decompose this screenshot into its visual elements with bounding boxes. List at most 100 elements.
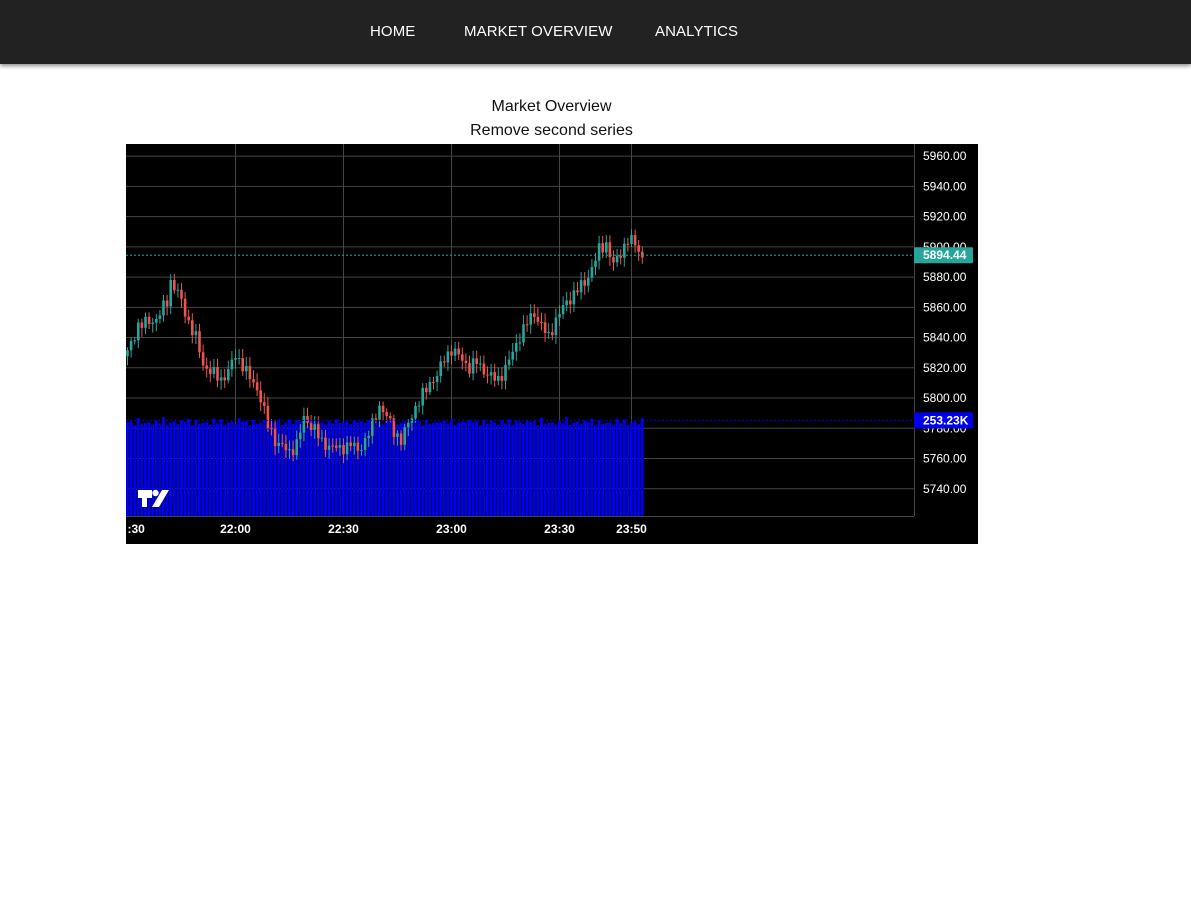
volume-bar (241, 421, 245, 516)
candle-body (579, 280, 583, 293)
volume-bar (180, 420, 183, 516)
volume-bar (136, 417, 140, 516)
volume-bar (320, 422, 324, 516)
last-price-label: 5894.44 (923, 248, 967, 262)
volume-bar (342, 422, 345, 516)
candle-body (536, 316, 540, 322)
candle-body (392, 418, 396, 437)
volume-bar (338, 422, 342, 516)
volume-bar (475, 421, 479, 516)
volume-bar (576, 421, 579, 516)
volume-bar (284, 422, 288, 516)
candle-body (281, 442, 284, 444)
tradingview-logo-dot (152, 489, 159, 497)
candle-body (435, 376, 439, 383)
volume-bar (622, 419, 626, 516)
candle-body (479, 363, 482, 365)
volume-bar (158, 423, 162, 516)
candle-body (155, 318, 158, 323)
candle-body (471, 358, 475, 374)
volume-bar (183, 421, 187, 516)
candle-body (176, 289, 180, 291)
candle-body (317, 424, 320, 439)
candle-body (529, 313, 532, 325)
volume-bar (633, 421, 637, 516)
volume-bar (316, 423, 320, 516)
volume-bar (464, 421, 468, 516)
volume-bar (482, 420, 486, 516)
volume-bar (392, 419, 396, 516)
tradingview-logo-bar (138, 490, 152, 507)
candle-body (446, 351, 450, 363)
volume-bar (252, 420, 255, 516)
candle-body (583, 280, 586, 286)
candle-body (612, 257, 615, 263)
price-tick-label: 5820.00 (923, 361, 967, 375)
page-subtitle[interactable]: Remove second series (470, 122, 633, 139)
candle-body (327, 445, 331, 450)
volume-bar (554, 424, 558, 516)
candle-body (597, 243, 601, 261)
volume-bar (356, 421, 360, 516)
volume-bar (514, 420, 518, 516)
volume-bar (133, 425, 137, 516)
nav-home-link[interactable]: HOME (370, 23, 416, 40)
volume-bar (208, 424, 212, 516)
volume-histogram (126, 417, 644, 516)
volume-bar (237, 418, 241, 516)
tradingview-logo[interactable] (138, 489, 169, 507)
candle-body (587, 277, 590, 286)
candle-body (504, 364, 507, 381)
candle-body (223, 377, 226, 381)
volume-bar (442, 420, 446, 516)
volume-bar (615, 418, 619, 516)
time-tick-label: 22:00 (220, 522, 251, 536)
chart-overlay: 5960.005940.005920.005900.005880.005860.… (126, 149, 973, 536)
candle-body (299, 432, 302, 440)
volume-bar (460, 421, 464, 516)
candle-body (594, 260, 597, 267)
candle-body (551, 332, 554, 336)
volume-bar (406, 424, 410, 516)
candle-body (507, 359, 511, 365)
volume-bar (309, 420, 313, 516)
candle-body (309, 423, 313, 431)
volume-bar (590, 418, 594, 516)
volume-bar (424, 420, 428, 516)
volume-bar (381, 424, 385, 516)
candle-body (151, 322, 154, 324)
candle-body (482, 363, 486, 375)
volume-bar (612, 424, 615, 516)
volume-bar (259, 423, 263, 516)
price-chart[interactable]: 5960.005940.005920.005900.005880.005860.… (126, 144, 978, 544)
volume-bar (396, 424, 399, 516)
volume-bar (378, 422, 381, 516)
volume-bar (608, 422, 612, 516)
candle-body (295, 439, 298, 456)
volume-bar (583, 420, 587, 516)
last-price-badge (914, 247, 973, 264)
candle-body (637, 245, 640, 252)
volume-bar (561, 423, 565, 516)
volume-bar (457, 422, 461, 516)
candle-body (453, 348, 457, 356)
volume-bar (234, 424, 237, 516)
volume-bar (327, 420, 331, 516)
volume-bar (270, 420, 273, 516)
volume-bar (500, 420, 504, 516)
volume-bar (630, 422, 633, 516)
volume-bar (640, 418, 644, 516)
volume-bar (205, 422, 209, 516)
nav-analytics-link[interactable]: ANALYTICS (655, 23, 739, 40)
candle-body (320, 437, 324, 439)
volume-bar (421, 425, 425, 516)
volume-bar (558, 420, 561, 516)
volume-bar (450, 419, 453, 516)
candle-body (360, 449, 363, 451)
volume-bar (190, 425, 194, 516)
candle-body (162, 300, 165, 316)
price-tick-label: 5740.00 (923, 482, 967, 496)
volume-bar (226, 422, 230, 516)
candle-body (129, 340, 133, 351)
nav-market-overview-link[interactable]: MARKET OVERVIEW (464, 23, 613, 40)
